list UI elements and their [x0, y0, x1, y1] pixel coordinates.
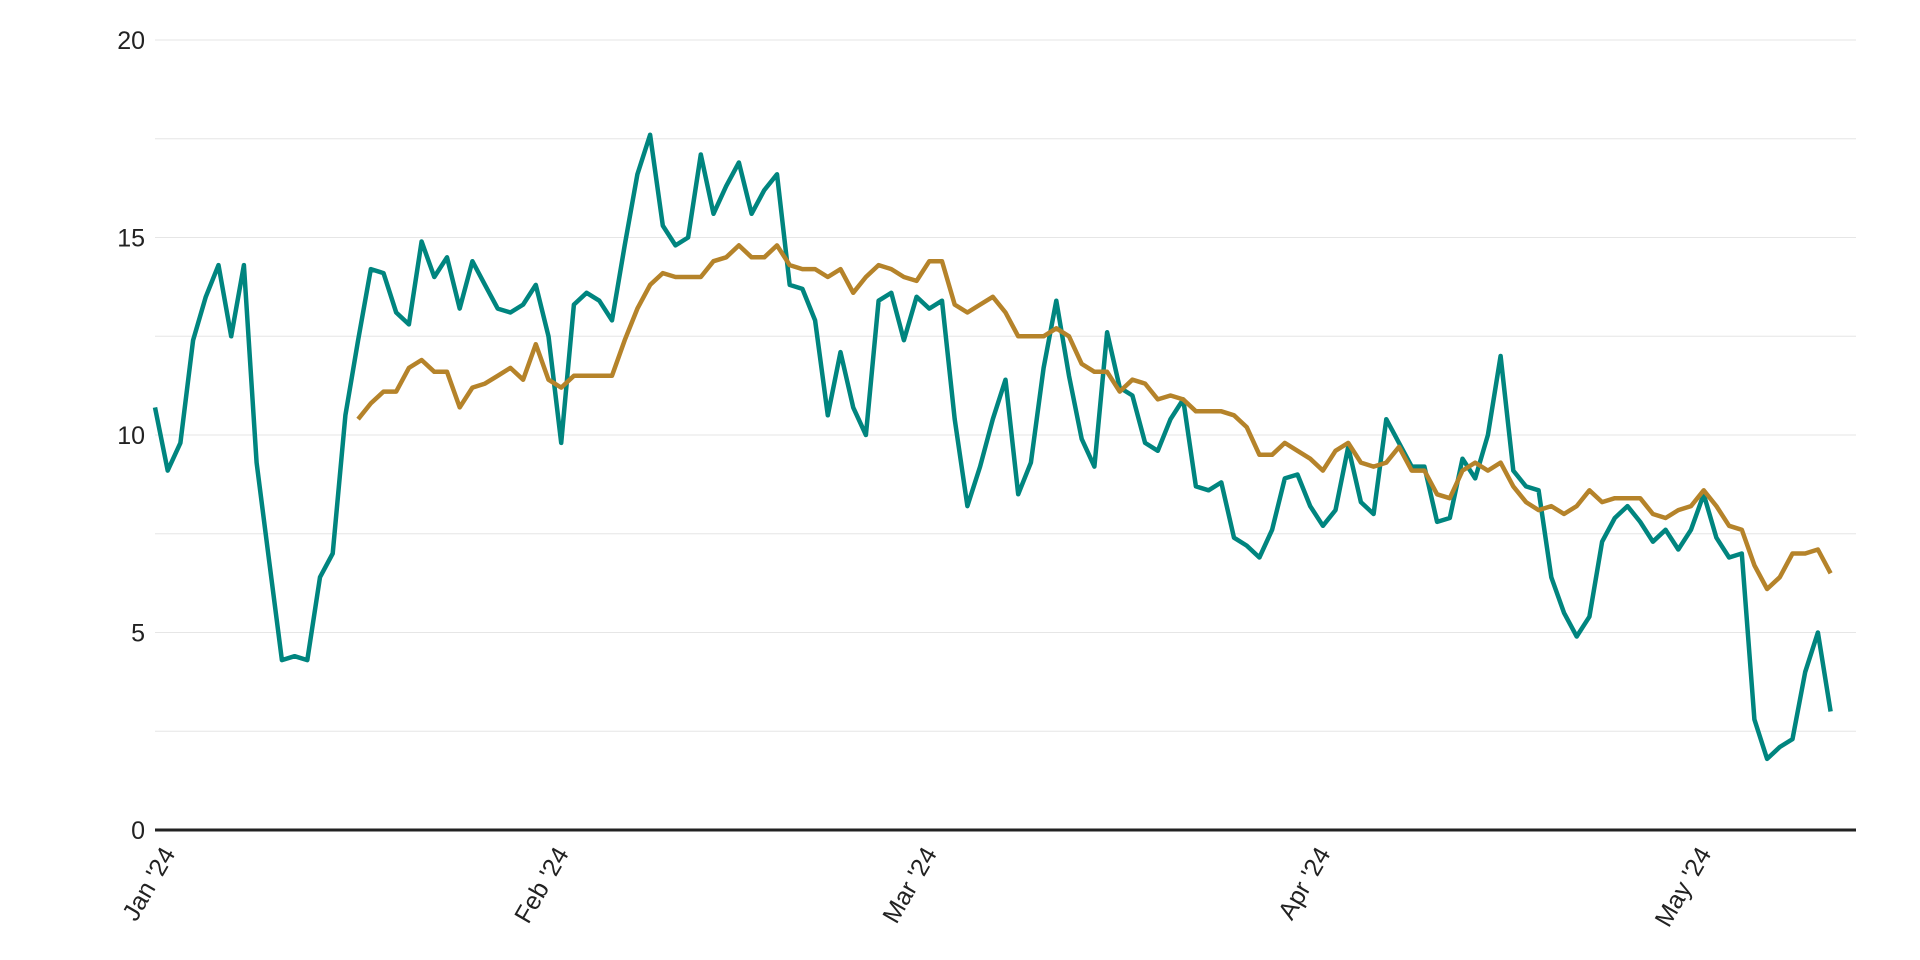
y-tick-label: 10 [117, 422, 145, 450]
series-line-average [356, 243, 1833, 592]
data-series [152, 132, 1833, 762]
y-axis-tick-labels: 0 5 10 15 20 [117, 27, 145, 845]
x-tick-label: Feb '24 [509, 842, 575, 928]
y-tick-label: 20 [117, 27, 145, 55]
x-tick-label: May '24 [1650, 842, 1718, 931]
y-tick-label: 5 [131, 620, 145, 648]
x-tick-label: Jan '24 [117, 842, 181, 925]
y-tick-label: 0 [131, 817, 145, 845]
series-line-daily [152, 132, 1833, 762]
x-tick-label: Apr '24 [1273, 842, 1337, 924]
x-tick-label: Mar '24 [877, 842, 943, 928]
gridlines [155, 39, 1856, 732]
x-axis-tick-labels: Jan '24 Feb '24 Mar '24 Apr '24 May '24 [117, 842, 1717, 931]
y-tick-label: 15 [117, 225, 145, 253]
